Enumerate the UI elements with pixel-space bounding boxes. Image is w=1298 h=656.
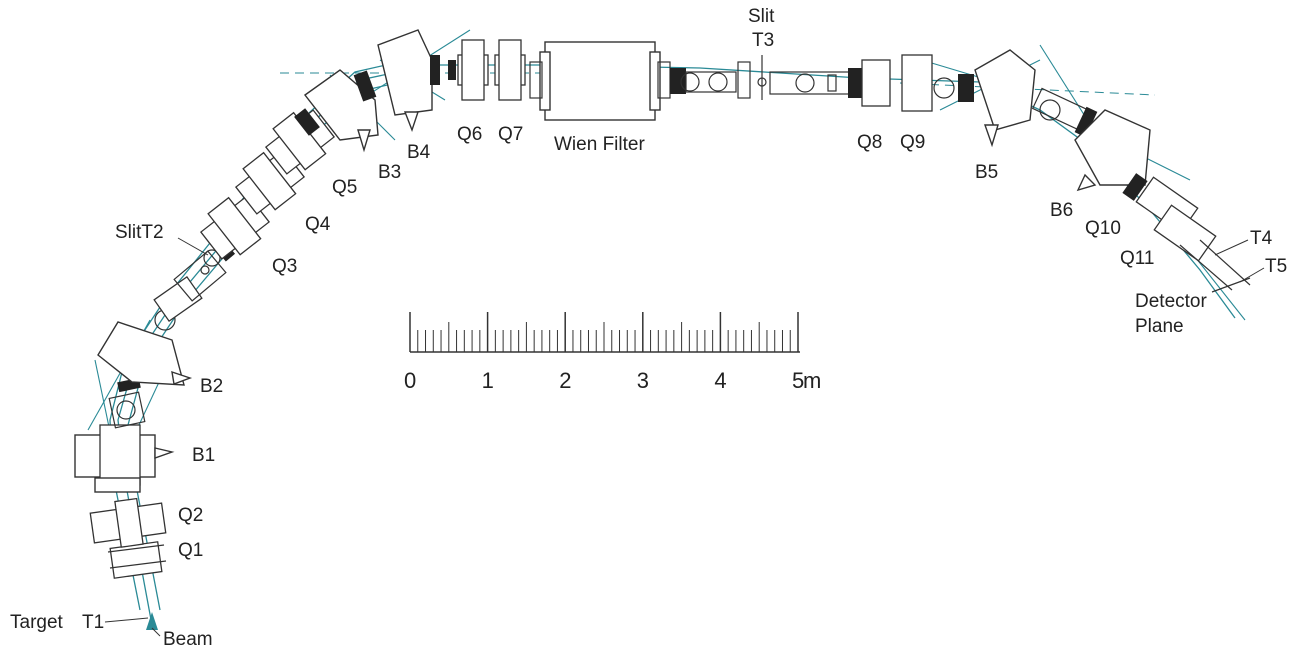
dipole-b5: [974, 49, 1036, 148]
label-q4: Q4: [305, 214, 331, 235]
beam-arrow-icon: [146, 612, 158, 630]
label-t4: T4: [1250, 228, 1273, 249]
label-t5: T5: [1265, 256, 1287, 277]
scale-tick-label: 2: [559, 368, 571, 393]
quadrupole-q8: [848, 59, 891, 107]
scale-tick-label: 5: [792, 368, 804, 393]
label-q11: Q11: [1120, 248, 1155, 269]
pipe-wien-slit: [670, 61, 751, 99]
label-b6: B6: [1050, 200, 1073, 221]
label-slit: Slit: [748, 6, 775, 27]
dipole-b3: [303, 69, 379, 153]
label-t1: T1: [82, 612, 104, 633]
scale-tick-label: 0: [404, 368, 416, 393]
label-q2: Q2: [178, 505, 203, 526]
label-q5: Q5: [332, 177, 357, 198]
label-t3: T3: [752, 30, 774, 51]
label-detector: Detector: [1135, 291, 1207, 312]
scale-tick-label: 3: [637, 368, 649, 393]
label-target: Target: [10, 612, 64, 633]
label-q3: Q3: [272, 256, 297, 277]
label-b1: B1: [192, 445, 215, 466]
scale-bar-ticks: [409, 312, 799, 352]
dipole-b4: [377, 29, 440, 133]
label-plane: Plane: [1135, 316, 1184, 337]
label-q7: Q7: [498, 124, 523, 145]
leader-t5: [1239, 267, 1265, 283]
label-q1: Q1: [178, 540, 203, 561]
quadrupole-q3: [199, 194, 271, 260]
label-wien-filter: Wien Filter: [554, 134, 645, 155]
quadrupole-q7: [494, 39, 526, 101]
quadrupole-q1: [107, 541, 167, 579]
label-q9: Q9: [900, 132, 925, 153]
quadrupole-q2: [89, 497, 167, 548]
leader-t1: [104, 617, 149, 623]
pipe-b5-b6: [1031, 87, 1098, 138]
dipole-b2: [97, 321, 193, 386]
label-b3: B3: [378, 162, 401, 183]
label-b2: B2: [200, 376, 223, 397]
quadrupole-q9: [901, 54, 974, 112]
label-q8: Q8: [857, 132, 882, 153]
scale-bar-labels: 0 1 2 3 4 5: [404, 368, 804, 393]
scale-unit: m: [803, 368, 821, 393]
quadrupole-q6: [448, 39, 489, 101]
leader-t4: [1214, 239, 1249, 256]
label-beam: Beam: [163, 629, 213, 650]
label-slit-t2: SlitT2: [115, 222, 164, 243]
label-b5: B5: [975, 162, 998, 183]
quadrupole-q5: [264, 108, 336, 175]
dipole-b6: [1074, 109, 1151, 192]
slit-t3: [757, 55, 851, 100]
label-b4: B4: [407, 142, 431, 163]
label-q6: Q6: [457, 124, 482, 145]
pipe-b2-slit: [153, 250, 227, 331]
label-q10: Q10: [1085, 218, 1121, 239]
scale-tick-label: 4: [714, 368, 726, 393]
scale-bar: 0 1 2 3 4 5 m: [404, 312, 821, 393]
quadrupole-q11: [1153, 204, 1217, 262]
scale-tick-label: 1: [482, 368, 494, 393]
leader-beam: [151, 627, 161, 637]
dipole-b1: [74, 424, 175, 493]
leader-slit-t2: [177, 237, 209, 256]
wien-filter: [529, 41, 671, 121]
